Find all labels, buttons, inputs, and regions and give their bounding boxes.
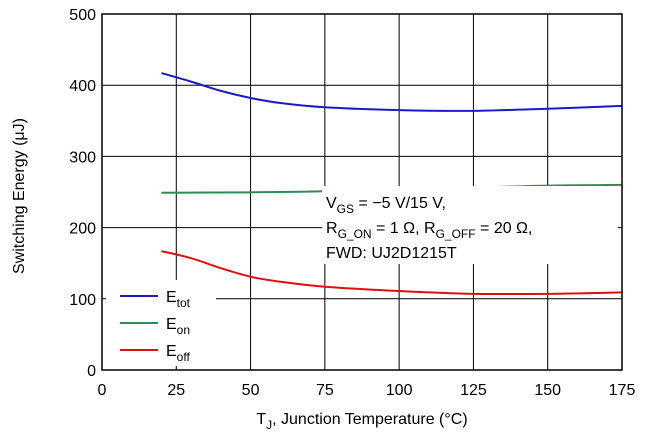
legend-label-eoff: Eoff	[166, 343, 190, 364]
annotation-line-2: RG_ON = 1 Ω, RG_OFF = 20 Ω,	[326, 220, 532, 241]
x-tick-label-25: 25	[167, 382, 185, 399]
annotation-line-2-part-2: = 1 Ω, R	[372, 220, 436, 237]
annotation-line-1-part-0: V	[326, 195, 337, 212]
legend-label-eon: Eon	[166, 316, 190, 337]
x-axis-label-part-0: T	[256, 411, 266, 428]
legend-label-eon-part-0: E	[166, 316, 177, 333]
annotation-line-1-part-2: = −5 V/15 V,	[354, 195, 446, 212]
x-tick-label-75: 75	[316, 382, 334, 399]
series-line-eoff	[161, 250, 623, 296]
annotation-line-2-part-4: = 20 Ω,	[476, 220, 533, 237]
annotation-line-3: FWD: UJ2D1215T	[326, 245, 457, 262]
legend-label-etot-part-0: E	[166, 289, 177, 306]
plot-frame	[101, 13, 623, 371]
y-tick-label-500: 500	[69, 7, 96, 24]
x-tick-label-0: 0	[98, 382, 107, 399]
legend-label-etot: Etot	[166, 289, 191, 310]
legend-label-eon-part-1: on	[177, 323, 190, 337]
y-axis-label: Switching Energy (μJ)	[11, 118, 28, 274]
x-tick-label-50: 50	[242, 382, 260, 399]
conditions-annotation: VGS = −5 V/15 V, RG_ON = 1 Ω, RG_OFF = 20…	[322, 186, 618, 264]
x-axis-label-part-2: , Junction Temperature (°C)	[272, 411, 468, 428]
annotation-background	[322, 186, 618, 264]
annotation-line-2-part-3: G_OFF	[436, 227, 476, 241]
annotation-line-1-part-1: GS	[337, 202, 354, 216]
annotation-line-2-part-0: R	[326, 220, 338, 237]
legend-label-eoff-part-0: E	[166, 343, 177, 360]
annotation-line-3-part-0: FWD: UJ2D1215T	[326, 245, 457, 262]
x-tick-label-125: 125	[460, 382, 487, 399]
legend-label-etot-part-1: tot	[177, 296, 191, 310]
x-axis-label-part-1: J	[266, 418, 272, 432]
y-tick-label-0: 0	[87, 363, 96, 380]
y-tick-label-200: 200	[69, 221, 96, 238]
y-tick-label-300: 300	[69, 149, 96, 166]
annotation-line-1: VGS = −5 V/15 V,	[326, 195, 446, 216]
x-axis-label: TJ, Junction Temperature (°C)	[256, 411, 467, 432]
x-tick-label-150: 150	[534, 382, 561, 399]
x-tick-label-100: 100	[386, 382, 413, 399]
axis-labels: TJ, Junction Temperature (°C) Switching E…	[11, 118, 468, 432]
y-tick-label-400: 400	[69, 78, 96, 95]
y-tick-label-100: 100	[69, 292, 96, 309]
legend-label-eoff-part-1: off	[177, 350, 191, 364]
tick-labels: 0 25 50 75 100 125 150 175 0 100 200 300 400 500	[69, 7, 635, 399]
series-line-etot	[161, 72, 623, 112]
x-tick-label-175: 175	[609, 382, 636, 399]
annotation-line-2-part-1: G_ON	[338, 227, 372, 241]
